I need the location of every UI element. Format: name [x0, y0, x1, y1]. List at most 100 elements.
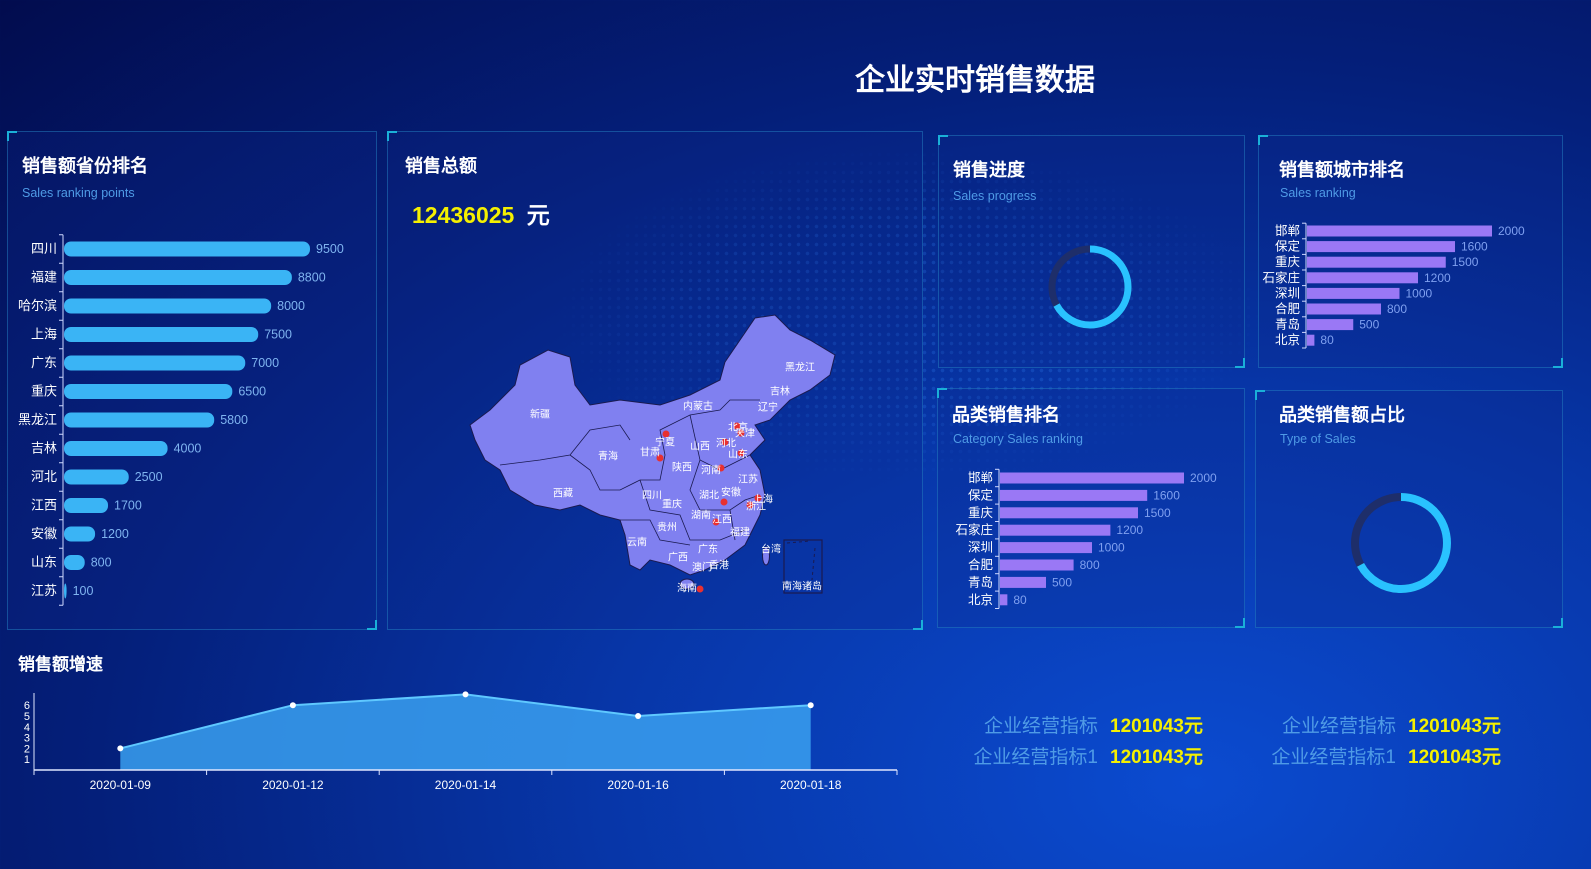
map-province-label: 江苏: [738, 474, 758, 486]
map-province-label: 福建: [730, 527, 750, 539]
y-tick-label: 4: [24, 722, 30, 734]
value-label: 1200: [101, 527, 129, 541]
bar: [1307, 287, 1400, 299]
map-province-label: 山西: [690, 441, 710, 453]
bar: [64, 469, 129, 485]
type-share-panel: 品类销售额占比 Type of Sales: [1255, 390, 1563, 628]
indicator-value: 1201043元: [1110, 747, 1203, 768]
map-province-label: 湖北: [699, 490, 719, 502]
y-tick-label: 2: [24, 743, 30, 755]
category-label: 重庆: [1275, 254, 1301, 269]
panel-subtitle: Type of Sales: [1280, 432, 1356, 446]
bar: [1000, 489, 1148, 501]
growth-title: 销售额增速: [18, 655, 103, 674]
indicator-label: 企业经营指标1: [973, 747, 1098, 768]
category-label: 安徽: [31, 526, 57, 541]
value-label: 1500: [1452, 255, 1479, 269]
bar: [64, 270, 292, 285]
value-label: 9500: [316, 242, 344, 256]
map-province-label: 辽宁: [758, 402, 778, 414]
map-province-label: 北京: [728, 422, 748, 434]
bar: [64, 384, 233, 399]
bar: [64, 298, 272, 314]
bar: [1000, 559, 1074, 571]
x-tick-label: 2020-01-14: [435, 778, 497, 792]
category-label: 山东: [31, 555, 57, 570]
map-province-label: 河南: [701, 465, 721, 477]
panel-title: 品类销售排名: [952, 405, 1060, 425]
map-province-label: 浙江: [746, 501, 766, 513]
sales-progress-panel: 销售进度 Sales progress: [938, 135, 1245, 368]
map-province-label: 四川: [642, 490, 662, 502]
value-label: 100: [73, 584, 94, 598]
map-province-label: 香港: [709, 560, 729, 572]
map-province-label: 青海: [598, 451, 618, 463]
map-province-label: 海南: [677, 583, 697, 595]
indicator-value: 1201043元: [1408, 747, 1501, 768]
total-sales-value: 12436025: [412, 202, 515, 228]
bar: [64, 355, 246, 371]
category-label: 保定: [1275, 239, 1300, 254]
growth-area-chart: 2020-01-09 2020-01-12 2020-01-14 2020-01-16…: [24, 691, 898, 792]
map-province-label: 安徽: [721, 487, 741, 499]
x-tick-label: 2020-01-18: [780, 778, 842, 792]
category-label: 青岛: [1275, 317, 1300, 332]
value-label: 80: [1013, 593, 1027, 607]
category-label: 合肥: [968, 557, 994, 572]
x-tick-label: 2020-01-12: [262, 778, 324, 792]
value-label: 7000: [251, 356, 279, 370]
category-bar-chart: 邯郸 2000 保定 1600 重庆 1500 石家庄 1200 深圳 1000 合肥 800 青岛 50…: [955, 468, 1217, 609]
category-label: 北京: [968, 593, 993, 607]
value-label: 7500: [264, 328, 292, 342]
bar: [1000, 542, 1092, 554]
bar: [1307, 241, 1455, 253]
bar: [64, 327, 259, 342]
category-label: 福建: [31, 270, 57, 285]
value-label: 80: [1320, 333, 1334, 347]
map-province-label: 贵州: [657, 522, 677, 534]
panel-title: 品类销售额占比: [1279, 405, 1405, 425]
bar: [1307, 225, 1492, 237]
data-point: [635, 713, 642, 719]
indicator-label: 企业经营指标: [983, 716, 1098, 737]
category-label: 深圳: [1275, 286, 1300, 300]
total-sales-unit: 元: [526, 202, 550, 228]
category-label: 广东: [31, 355, 57, 370]
map-province-label: 河北: [716, 438, 736, 450]
bar: [1000, 594, 1008, 606]
y-tick-label: 1: [24, 754, 30, 766]
value-label: 6500: [238, 385, 266, 399]
panel-subtitle: Category Sales ranking: [953, 432, 1083, 446]
bar: [1307, 272, 1418, 284]
indicator-2: 企业经营指标 1201043元: [1258, 711, 1501, 738]
value-label: 1200: [1116, 523, 1143, 537]
y-tick-label: 5: [24, 711, 30, 723]
map-province-label: 新疆: [530, 409, 550, 421]
value-label: 1700: [114, 499, 142, 513]
value-label: 500: [1359, 318, 1379, 332]
map-province-label: 甘肃: [640, 447, 660, 459]
category-label: 上海: [31, 327, 57, 342]
value-label: 2000: [1498, 224, 1525, 238]
province-ranking-panel: 销售额省份排名 Sales ranking points 四川 9500 福建 880…: [7, 131, 377, 630]
donut-progress-arc: [1351, 493, 1451, 593]
bar: [64, 526, 96, 542]
panel-title: 销售额省份排名: [22, 156, 148, 176]
value-label: 1500: [1144, 506, 1171, 520]
value-label: 500: [1052, 575, 1072, 589]
category-label: 重庆: [31, 384, 57, 399]
panel-subtitle: Sales ranking: [1280, 186, 1356, 200]
bar: [1307, 319, 1354, 331]
bar: [64, 412, 215, 428]
sales-progress-donut: [1048, 245, 1132, 329]
x-tick-label: 2020-01-16: [607, 778, 669, 792]
indicator-1: 企业经营指标 1201043元: [960, 711, 1203, 738]
value-label: 4000: [174, 442, 202, 456]
map-province-label: 黑龙江: [785, 362, 815, 374]
category-label: 黑龙江: [18, 412, 57, 427]
value-label: 1000: [1406, 286, 1433, 300]
category-label: 江西: [31, 498, 57, 513]
value-label: 800: [1387, 302, 1407, 316]
value-label: 1200: [1424, 271, 1451, 285]
total-sales-map-panel: 销售总额 12436025 元: [387, 131, 923, 630]
